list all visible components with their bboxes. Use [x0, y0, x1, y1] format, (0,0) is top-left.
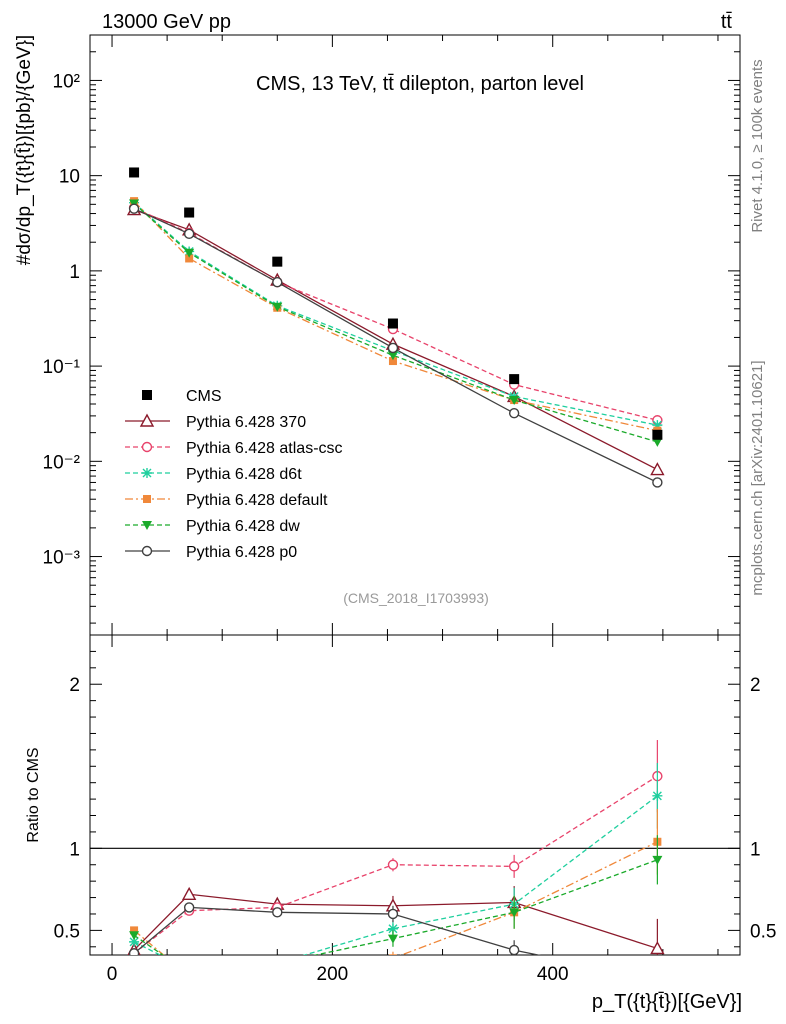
ratio-point [272, 959, 282, 968]
y-tick-label-ratio-right: 0.5 [750, 921, 776, 942]
y-axis-label-ratio: Ratio to CMS [25, 747, 42, 842]
series-point [652, 420, 663, 431]
ratio-line [133, 893, 658, 951]
cms-data-point [387, 318, 398, 329]
legend-marker [143, 495, 151, 503]
ratio-point [387, 923, 398, 934]
series-point [184, 248, 195, 258]
legend-marker [141, 441, 153, 453]
legend-label: Pythia 6.428 d6t [186, 466, 302, 483]
ratio-point [509, 908, 520, 918]
rivet-label: Rivet 4.1.0, ≥ 100k events [749, 59, 766, 232]
ratio-point [387, 908, 399, 920]
series-point [272, 302, 283, 312]
series-point [388, 357, 397, 366]
ratio-point [653, 975, 662, 984]
y-tick-label-ratio: 1 [69, 839, 80, 860]
ratio-point [508, 944, 520, 955]
ratio-point [272, 958, 282, 968]
ratio-point [388, 954, 397, 955]
mcplots-label: mcplots.cern.ch [arXiv:2401.10621] [749, 360, 766, 595]
series-point [185, 254, 194, 263]
series-point [652, 477, 663, 488]
ratio-point [650, 940, 665, 955]
y-tick-label-ratio: 0.5 [54, 921, 80, 942]
x-axis-label: p_T({t}{t̄})[{GeV}] [592, 991, 742, 1013]
legend-marker-cms [142, 390, 152, 400]
ratio-point [129, 936, 140, 947]
series-point [387, 351, 398, 361]
series-point [508, 408, 520, 419]
cms-data-point [272, 256, 283, 267]
legend-marker [142, 468, 152, 478]
cms-data-point [129, 167, 140, 178]
x-tick-label: 0 [107, 964, 118, 985]
series-point [183, 228, 195, 240]
ratio-point [652, 790, 663, 801]
ratio-point [183, 902, 195, 913]
series-line [133, 208, 658, 484]
ratio-point [652, 855, 663, 865]
ratio-point [272, 907, 283, 918]
legend: CMS Pythia 6.428 370 Pythia 6.428 atlas-cs… [125, 388, 343, 561]
series-point [509, 396, 520, 406]
series-line [133, 207, 658, 421]
y-tick-label-top: 10⁻² [43, 452, 81, 473]
y-tick-label-top: 10 [59, 167, 80, 188]
ratio-point [129, 931, 140, 941]
ratio-point [387, 859, 399, 870]
y-tick-label-top: 10⁻¹ [43, 357, 81, 378]
y-tick-label-ratio: 2 [69, 675, 80, 696]
ratio-point [184, 969, 194, 978]
y-tick-label-top: 10² [53, 71, 80, 92]
header-left: 13000 GeV pp [102, 11, 231, 33]
ratio-point [508, 861, 520, 872]
legend-marker [139, 413, 155, 427]
cms-data-point [184, 207, 195, 218]
ratio-point [185, 972, 193, 980]
ratio-point [128, 948, 140, 955]
ratio-series-group [127, 740, 665, 984]
legend-marker [141, 545, 153, 557]
analysis-id: (CMS_2018_I1703993) [343, 590, 489, 606]
legend-label: Pythia 6.428 p0 [186, 544, 297, 561]
ratio-point [184, 965, 194, 975]
y-tick-label-ratio-right: 1 [750, 839, 761, 860]
header-right: tt̄ [721, 11, 733, 33]
series-point [272, 277, 283, 288]
plot-title: CMS, 13 TeV, tt̄ dilepton, parton level [256, 73, 584, 95]
x-tick-label: 400 [537, 964, 569, 985]
y-tick-label-top: 10⁻³ [43, 548, 81, 569]
series-line [133, 208, 658, 471]
series-line [133, 200, 658, 432]
ratio-point [387, 934, 398, 944]
ratio-point [181, 886, 197, 900]
legend-label: Pythia 6.428 370 [186, 414, 306, 431]
ratio-plot-frame [89, 634, 741, 956]
series-point [387, 342, 399, 354]
y-tick-label-ratio-right: 2 [750, 675, 761, 696]
x-tick-label: 200 [317, 964, 349, 985]
legend-label: Pythia 6.428 dw [186, 518, 300, 535]
cms-data-point [509, 374, 520, 385]
legend-marker [142, 521, 152, 530]
y-axis-label-top: #dσ/dp_T({t}{t̄})[{pb}/{GeV}] [14, 35, 35, 265]
series-point [128, 203, 140, 214]
ratio-line [133, 841, 658, 955]
y-tick-label-top: 1 [69, 262, 80, 283]
ratio-line [133, 906, 542, 955]
legend-label: Pythia 6.428 atlas-csc [186, 440, 343, 457]
cms-data-point [652, 429, 663, 440]
series-point [650, 462, 665, 476]
ratio-line [133, 775, 658, 954]
ratio-line [133, 795, 658, 955]
ratio-point [130, 926, 139, 935]
ratio-point [273, 962, 281, 970]
legend-label-cms: CMS [186, 388, 222, 405]
series-line [133, 203, 658, 443]
series-point [652, 437, 663, 447]
legend-label: Pythia 6.428 default [186, 492, 328, 509]
